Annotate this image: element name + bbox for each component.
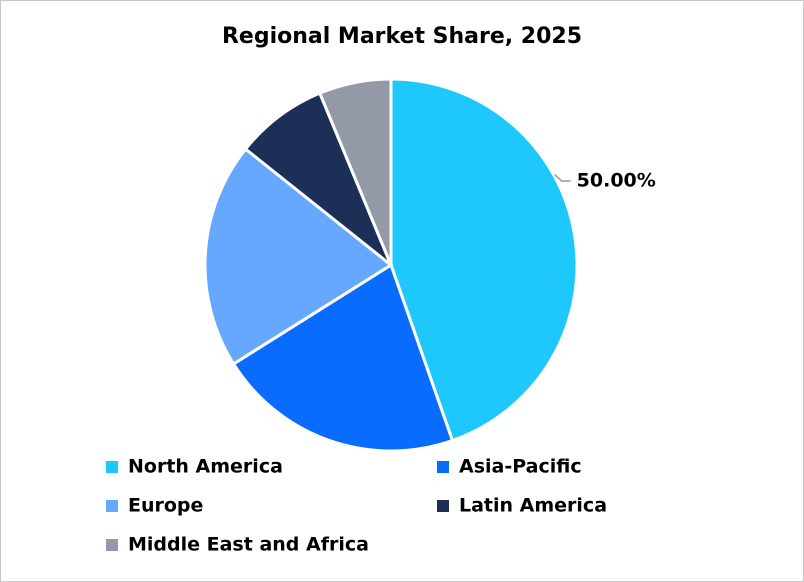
pie-slice: [231, 262, 455, 453]
pie-slice: [317, 77, 393, 266]
legend-label: Asia-Pacific: [459, 456, 582, 478]
legend-swatch: [106, 461, 118, 473]
data-label: 50.00%: [577, 170, 656, 192]
legend-swatch: [106, 500, 118, 512]
legend-label: Middle East and Africa: [128, 534, 369, 556]
leader-line: [554, 173, 571, 182]
pie-slice: [243, 91, 393, 267]
legend-swatch: [437, 461, 449, 473]
legend-label: North America: [128, 456, 283, 478]
legend-label: Europe: [128, 495, 203, 517]
legend-swatch: [106, 539, 118, 551]
chart-title: Regional Market Share, 2025: [222, 24, 582, 49]
pie-slice: [203, 146, 394, 367]
legend-label: Latin America: [459, 495, 607, 517]
pie-slice: [389, 77, 579, 443]
legend-swatch: [437, 500, 449, 512]
